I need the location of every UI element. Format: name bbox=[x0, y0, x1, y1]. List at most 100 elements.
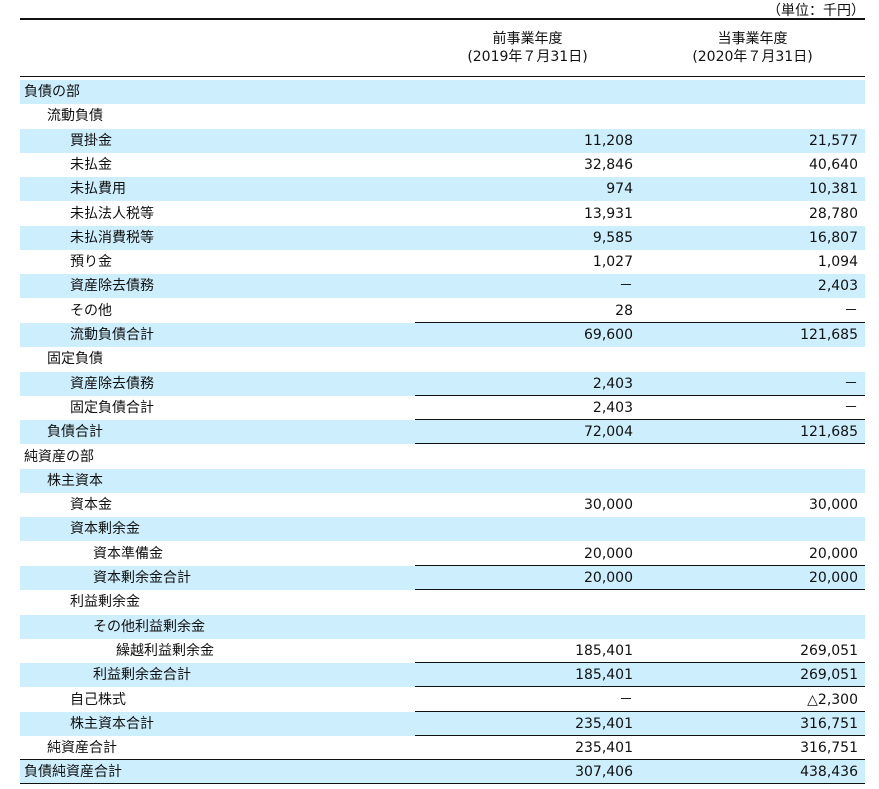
row-label: 資産除去債務 bbox=[70, 278, 154, 295]
row-label: 預り金 bbox=[70, 254, 112, 271]
cell-value: 28,780 bbox=[809, 205, 858, 222]
cell-value: 2,403 bbox=[592, 399, 633, 416]
column-header: 前事業年度 (2019年７月31日) bbox=[415, 30, 640, 66]
row-label: 資本剰余金合計 bbox=[93, 570, 191, 586]
table-row: 株主資本 bbox=[20, 468, 865, 493]
table-row: 純資産合計 235,401 316,751 bbox=[20, 736, 865, 761]
cell-value: 974 bbox=[606, 181, 633, 198]
row-label: 流動負債合計 bbox=[70, 327, 154, 343]
cell-value: 185,401 bbox=[575, 642, 633, 659]
rule bbox=[20, 18, 865, 20]
unit-label: （単位：千円） bbox=[767, 3, 865, 19]
cell-value: 2,403 bbox=[592, 375, 633, 392]
cell-value: － bbox=[844, 302, 858, 319]
cell-value: 9,585 bbox=[592, 229, 633, 246]
table-row: その他利益剰余金 bbox=[20, 614, 865, 639]
cell-value: － bbox=[844, 375, 858, 392]
row-label: 自己株式 bbox=[70, 691, 126, 708]
table-row: 未払消費税等 9,585 16,807 bbox=[20, 225, 865, 250]
row-label: その他 bbox=[70, 302, 112, 319]
cell-value: 10,381 bbox=[809, 181, 858, 198]
cell-value: 121,685 bbox=[800, 327, 858, 343]
row-label: 固定負債合計 bbox=[70, 399, 154, 416]
rule bbox=[415, 661, 865, 663]
table-row: 資産除去債務 2,403 － bbox=[20, 371, 865, 396]
row-label: 固定負債 bbox=[47, 351, 103, 368]
cell-value: 438,436 bbox=[800, 764, 858, 781]
table-row: 負債純資産合計 307,406 438,436 bbox=[20, 760, 865, 785]
row-label: 純資産の部 bbox=[24, 448, 94, 465]
table-row: 流動負債 bbox=[20, 104, 865, 128]
cell-value: 11,208 bbox=[584, 132, 633, 149]
row-label: 未払消費税等 bbox=[70, 229, 154, 246]
row-label: 利益剰余金 bbox=[70, 594, 140, 611]
rule bbox=[415, 686, 865, 688]
table-row: 資本準備金 20,000 20,000 bbox=[20, 542, 865, 566]
table-row: 自己株式 － △2,300 bbox=[20, 688, 865, 712]
cell-value: 32,846 bbox=[584, 156, 633, 173]
column-date: (2019年７月31日) bbox=[467, 49, 588, 65]
rule bbox=[415, 589, 865, 590]
rule bbox=[415, 564, 865, 566]
table-row: 未払法人税等 13,931 28,780 bbox=[20, 202, 865, 226]
row-label: 株主資本合計 bbox=[70, 715, 154, 732]
row-label: 資本準備金 bbox=[93, 545, 163, 562]
table-row: 純資産の部 bbox=[20, 445, 865, 469]
cell-value: 30,000 bbox=[584, 497, 633, 514]
row-label: 負債合計 bbox=[47, 424, 103, 441]
cell-value: － bbox=[844, 399, 858, 416]
row-label: 純資産合計 bbox=[47, 740, 117, 757]
column-title: 当事業年度 bbox=[717, 31, 788, 47]
cell-value: 69,600 bbox=[584, 327, 633, 343]
rule bbox=[415, 443, 865, 445]
table-row: その他 28 － bbox=[20, 299, 865, 323]
cell-value: 16,807 bbox=[809, 229, 858, 246]
cell-value: 28 bbox=[615, 302, 633, 319]
column-header: 当事業年度 (2020年７月31日) bbox=[640, 30, 865, 66]
cell-value: 307,406 bbox=[575, 764, 633, 781]
column-date: (2020年７月31日) bbox=[692, 49, 813, 65]
table-row: 繰越利益剰余金 185,401 269,051 bbox=[20, 639, 865, 663]
table-row: 負債合計 72,004 121,685 bbox=[20, 420, 865, 445]
cell-value: 235,401 bbox=[575, 715, 633, 732]
cell-value: 316,751 bbox=[800, 740, 858, 757]
cell-value: 20,000 bbox=[809, 570, 858, 586]
table-row: 株主資本合計 235,401 316,751 bbox=[20, 711, 865, 736]
cell-value: 20,000 bbox=[584, 570, 633, 586]
cell-value: 21,577 bbox=[809, 132, 858, 149]
row-label: 利益剰余金合計 bbox=[93, 667, 191, 684]
table-row: 未払費用 974 10,381 bbox=[20, 177, 865, 202]
row-label: 資産除去債務 bbox=[70, 375, 154, 392]
row-label: 繰越利益剰余金 bbox=[116, 642, 214, 659]
cell-value: 269,051 bbox=[800, 642, 858, 659]
table-row: 資本剰余金 bbox=[20, 517, 865, 542]
table-row: 利益剰余金 bbox=[20, 590, 865, 614]
rule bbox=[415, 321, 865, 323]
cell-value: 20,000 bbox=[584, 545, 633, 562]
cell-value: 30,000 bbox=[809, 497, 858, 514]
cell-value: 20,000 bbox=[809, 545, 858, 562]
cell-value: － bbox=[619, 691, 633, 708]
table-row: 固定負債 bbox=[20, 347, 865, 371]
row-label: 負債の部 bbox=[24, 84, 80, 100]
cell-value: － bbox=[619, 278, 633, 295]
row-label: 資本剰余金 bbox=[70, 521, 140, 538]
row-label: 資本金 bbox=[70, 497, 112, 514]
row-label: 流動負債 bbox=[47, 108, 103, 125]
rule bbox=[415, 734, 865, 736]
rule bbox=[20, 759, 865, 761]
rule bbox=[415, 710, 865, 712]
table-row: 預り金 1,027 1,094 bbox=[20, 250, 865, 274]
column-title: 前事業年度 bbox=[492, 31, 563, 47]
rule bbox=[415, 418, 865, 420]
row-label: 負債純資産合計 bbox=[24, 764, 122, 781]
cell-value: 316,751 bbox=[800, 715, 858, 732]
cell-value: 269,051 bbox=[800, 667, 858, 684]
table-row: 買掛金 11,208 21,577 bbox=[20, 128, 865, 153]
cell-value: 1,094 bbox=[817, 254, 858, 271]
row-label: その他利益剰余金 bbox=[93, 618, 205, 635]
table-row: 負債の部 bbox=[20, 80, 865, 104]
row-label: 買掛金 bbox=[70, 132, 112, 149]
row-label: 未払金 bbox=[70, 156, 112, 173]
